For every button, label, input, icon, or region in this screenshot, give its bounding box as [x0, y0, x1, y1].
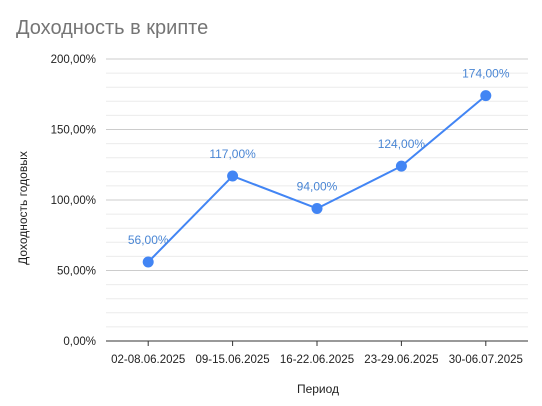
y-tick-label: 200,00% [51, 54, 96, 66]
x-tick-label: 30-06.07.2025 [449, 354, 523, 366]
y-tick-label: 100,00% [51, 195, 96, 207]
data-point[interactable] [480, 90, 492, 102]
data-point[interactable] [227, 170, 239, 182]
series [142, 90, 492, 268]
data-labels: 56,00% 117,00% 94,00% 124,00% 174,00% [128, 67, 510, 247]
data-label: 94,00% [297, 179, 338, 193]
y-tick-label: 0,00% [63, 336, 96, 348]
data-label: 117,00% [209, 147, 256, 161]
data-point[interactable] [142, 256, 154, 268]
x-axis-title: Период [297, 382, 339, 396]
y-axis-ticks: 0,00% 50,00% 100,00% 150,00% 200,00% [51, 54, 96, 348]
chart-title: Доходность в крипте [16, 17, 208, 39]
y-tick-label: 150,00% [51, 125, 96, 137]
data-point[interactable] [311, 202, 323, 214]
y-tick-label: 50,00% [57, 266, 96, 278]
x-tick-label: 23-29.06.2025 [364, 354, 438, 366]
x-axis-ticks: 02-08.06.2025 09-15.06.2025 16-22.06.2025 2… [111, 341, 523, 366]
data-label: 56,00% [128, 233, 169, 247]
x-tick-label: 16-22.06.2025 [280, 354, 354, 366]
data-point[interactable] [395, 160, 407, 172]
x-tick-label: 09-15.06.2025 [196, 354, 270, 366]
y-axis-title: Доходность годовых [16, 151, 30, 265]
data-label: 124,00% [378, 137, 426, 151]
x-tick-label: 02-08.06.2025 [111, 354, 185, 366]
grid [106, 58, 528, 328]
data-label: 174,00% [462, 67, 510, 81]
